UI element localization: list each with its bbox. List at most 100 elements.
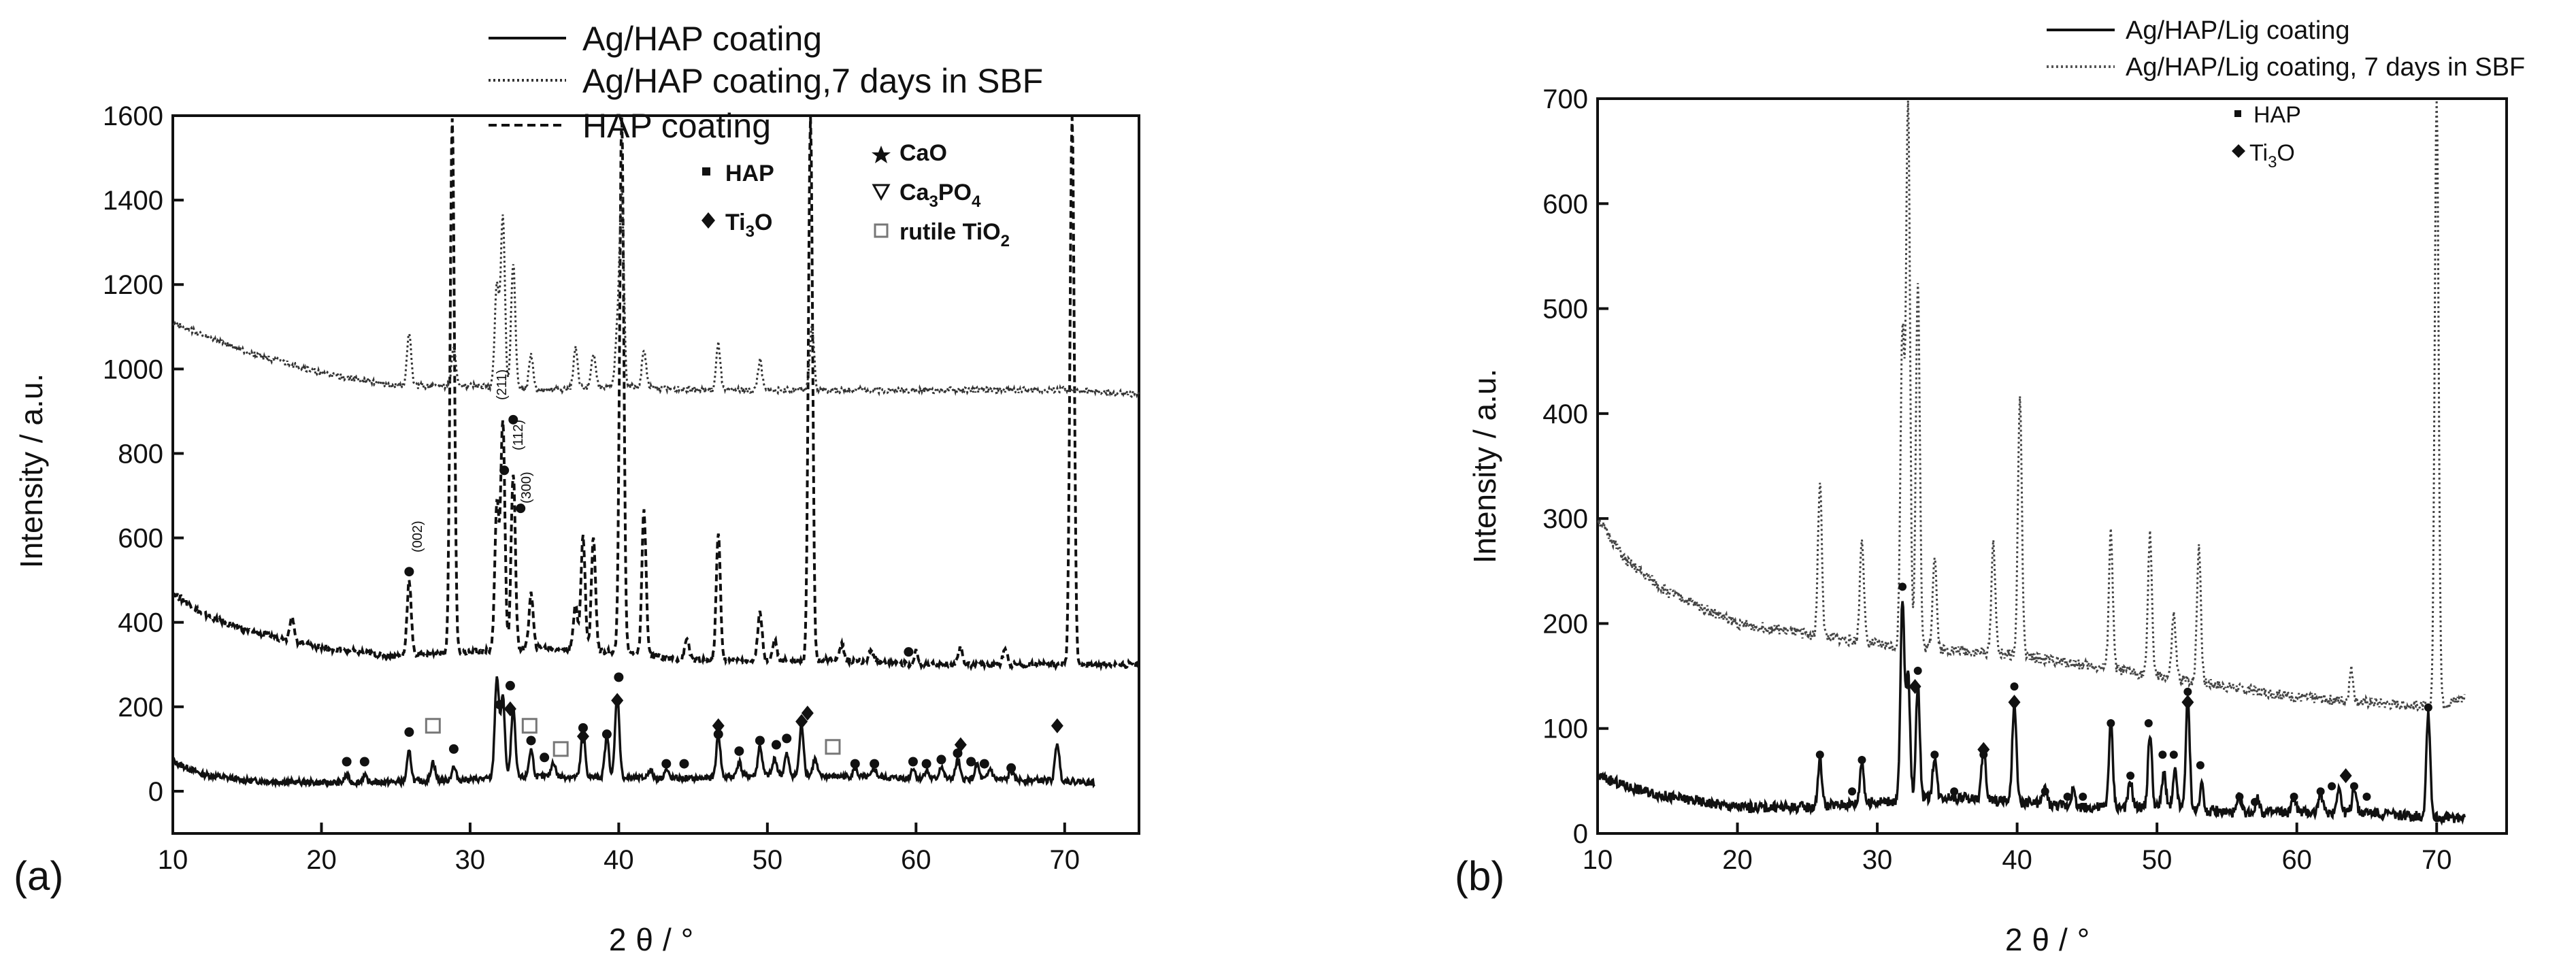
hap-marker [2290,793,2298,801]
hap-marker [755,735,765,746]
ti3o-marker [1977,742,1990,757]
ti3o-marker [2181,695,2194,710]
panel-b-legend: Ag/HAP/Lig coating Ag/HAP/Lig coating, 7… [2047,16,2525,82]
hap-marker [1898,582,1907,591]
hap-marker [508,414,518,425]
y-tick-label: 100 [1542,714,1588,744]
y-tick-label: 300 [1542,504,1588,534]
panel-a-plot-frame [171,114,1140,835]
ti3o-marker [2008,695,2021,710]
ti3o-marker [801,706,814,721]
panel-a-phase-legend: HAP Ti3O CaO Ca3PO4 rutile TiO2 [701,140,1010,250]
hap-marker [1006,763,1017,773]
rutile-marker [521,718,538,734]
legend-label-ag-hap-sbf: Ag/HAP coating,7 days in SBF [582,62,1043,100]
rutile-marker [825,739,841,755]
ti3o-marker [712,718,725,733]
panel-b-y-ticks: 0 100 200 300 400 500 600 700 [1542,84,1608,849]
hap-marker [782,733,792,744]
miller-index-211: (211) [495,369,510,400]
x-tick-label: 60 [901,845,931,875]
miller-index-002: (002) [410,520,425,552]
ti3o-marker [2339,768,2352,784]
hap-marker [2424,703,2432,712]
phase-legend-rutile: rutile TiO2 [899,219,1010,250]
panel-b-plot-frame [1596,97,2508,835]
series-line-ag-hap-lig-coating [1596,601,2466,826]
hap-marker [614,672,624,682]
y-tick-label: 1600 [103,101,163,131]
ti3o-marker-icon [701,212,715,229]
hap-marker [2063,793,2072,801]
phase-legend-cao: CaO [899,140,947,166]
hap-marker [2079,793,2087,801]
cao-marker-icon [872,146,891,163]
ti3o-marker [954,737,967,752]
legend-label-hap-coating: HAP coating [582,107,771,145]
x-tick-label: 50 [2142,845,2173,875]
hap-marker [499,465,510,476]
panel-b: (b) 0 100 200 300 400 500 600 700 10 20 30 40 50 60 7… [1455,16,2525,957]
x-tick-label: 50 [753,845,783,875]
phase-legend-hap: HAP [725,161,774,186]
panel-a-legend: Ag/HAP coating Ag/HAP coating,7 days in … [489,20,1043,145]
y-tick-label: 400 [118,608,163,638]
x-tick-label: 40 [604,845,634,875]
hap-marker [2349,782,2358,791]
hap-marker-icon [702,167,710,176]
legend-label-ag-hap-coating: Ag/HAP coating [582,20,822,58]
panel-a-curves [171,116,1140,789]
hap-marker [1848,787,1857,796]
panel-a-x-ticks: 10 20 30 40 50 60 70 [158,823,1080,875]
hap-marker [870,759,880,769]
hap-marker [2328,782,2336,791]
y-tick-label: 400 [1542,399,1588,429]
y-tick-label: 0 [148,777,163,807]
hap-marker [2196,761,2205,769]
panel-a-y-ticks: 0 200 400 600 800 1000 1200 1400 1600 [103,101,184,807]
hap-marker [1950,787,1959,796]
ca3po4-marker-icon [872,184,891,201]
hap-marker [342,757,352,767]
legend-label-ag-hap-lig-coating: Ag/HAP/Lig coating [2126,16,2350,45]
hap-marker [771,740,781,750]
panel-b-x-ticks: 10 20 30 40 50 60 70 [1583,823,2452,875]
hap-marker [495,699,505,710]
panel-a-phase-markers [342,414,1063,773]
panel-a: (a) 0 200 400 600 800 1000 1200 1400 1600 10 20 30… [14,20,1140,957]
hap-marker [1815,750,1824,759]
y-tick-label: 200 [1542,609,1588,639]
hap-marker [2251,797,2260,806]
hap-marker [505,680,515,691]
x-tick-label: 70 [2422,845,2452,875]
rutile-marker-icon [874,223,889,238]
hap-marker [404,727,414,738]
phase-legend-ti3o: Ti3O [725,210,772,241]
panel-b-y-axis-title: Intensity / a.u. [1467,369,1502,563]
y-tick-label: 500 [1542,295,1588,325]
hap-marker [2041,787,2049,796]
hap-marker [448,744,459,754]
rutile-marker [425,718,441,734]
hap-marker [908,757,918,767]
hap-marker [404,567,414,577]
phase-legend-ti3o: Ti3O [2249,140,2295,171]
hap-marker [359,757,369,767]
hap-marker-icon [2234,110,2241,117]
ti3o-marker [795,714,808,729]
panel-b-phase-markers [1815,582,2432,806]
y-tick-label: 600 [118,524,163,554]
series-line-hap-coating [171,116,1140,673]
y-tick-label: 1400 [103,186,163,216]
phase-legend-ca3po4: Ca3PO4 [899,180,981,211]
hap-marker [850,759,860,769]
panel-a-y-axis-title: Intensity / a.u. [14,374,49,568]
ti3o-marker [576,729,589,744]
panel-b-label: (b) [1455,853,1504,899]
ti3o-marker [503,701,516,716]
hap-marker [2169,750,2178,759]
hap-marker [661,759,672,769]
hap-marker [1857,756,1866,764]
hap-marker [578,723,588,733]
y-tick-label: 700 [1542,84,1588,114]
